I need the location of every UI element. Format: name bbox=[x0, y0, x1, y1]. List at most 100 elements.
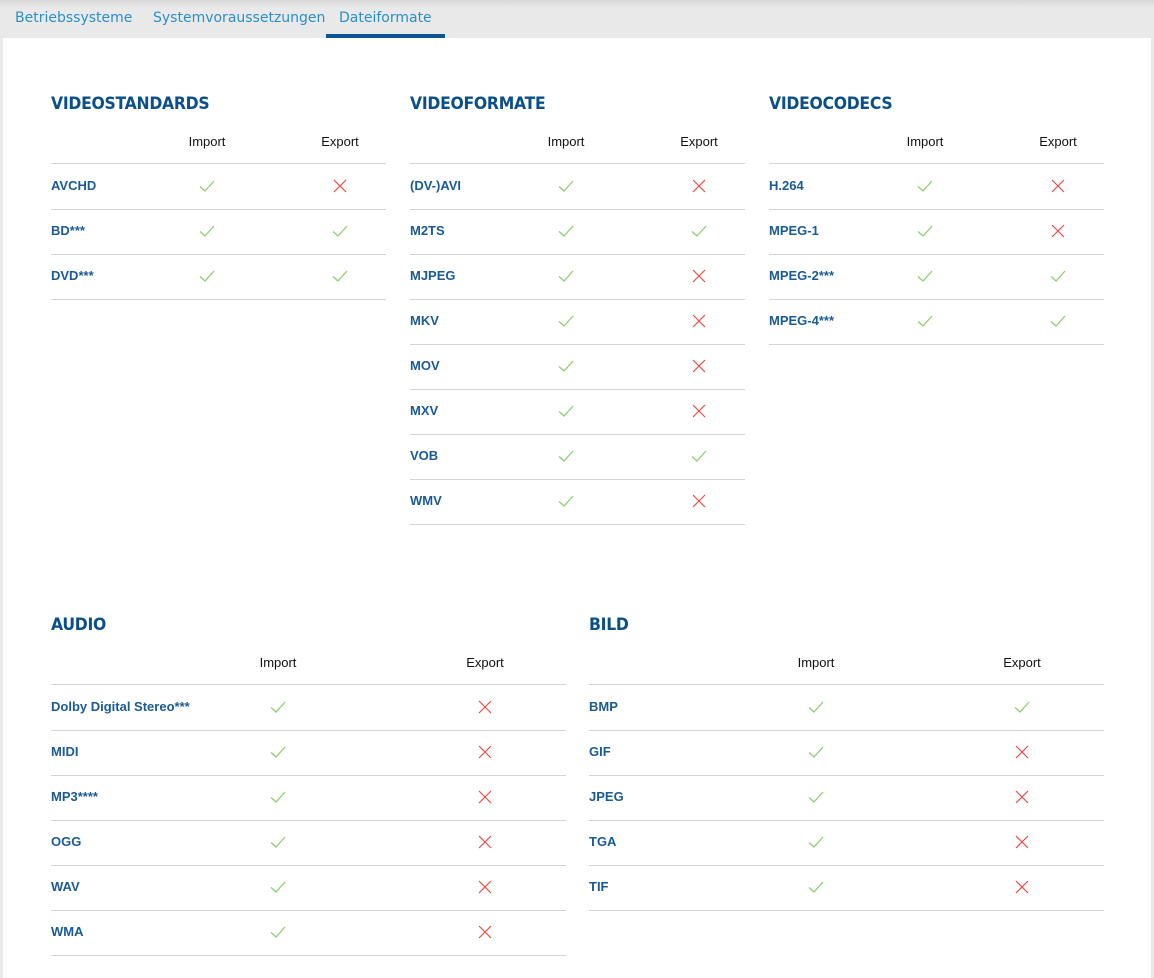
check-icon bbox=[807, 698, 825, 716]
tab-bar: Betriebssysteme Systemvoraussetzungen Da… bbox=[0, 0, 1154, 38]
table-row: OGG bbox=[51, 820, 566, 866]
table-row: WAV bbox=[51, 865, 566, 911]
check-icon bbox=[807, 788, 825, 806]
table-row: (DV-)AVI bbox=[410, 164, 745, 210]
table-row: MPEG-2*** bbox=[769, 254, 1104, 300]
cross-icon bbox=[690, 402, 708, 420]
table-row: TIF bbox=[589, 865, 1104, 911]
check-icon bbox=[1049, 267, 1067, 285]
cross-icon bbox=[476, 878, 494, 896]
tab-betriebssysteme[interactable]: Betriebssysteme bbox=[15, 10, 133, 26]
format-name: TGA bbox=[589, 834, 617, 849]
format-name: MPEG-1 bbox=[769, 223, 819, 238]
table-title: AUDIO bbox=[51, 615, 107, 635]
format-name: MOV bbox=[410, 358, 440, 373]
table-row: MPEG-4*** bbox=[769, 299, 1104, 345]
check-icon bbox=[807, 743, 825, 761]
format-name: WMA bbox=[51, 924, 84, 939]
check-icon bbox=[557, 177, 575, 195]
check-icon bbox=[198, 267, 216, 285]
format-name: MKV bbox=[410, 313, 439, 328]
format-name: GIF bbox=[589, 744, 611, 759]
cross-icon bbox=[690, 267, 708, 285]
cross-icon bbox=[1013, 788, 1031, 806]
cross-icon bbox=[476, 788, 494, 806]
format-name: MIDI bbox=[51, 744, 79, 759]
table-row: MKV bbox=[410, 299, 745, 345]
table-header: Import Export bbox=[410, 134, 745, 154]
table-row: MJPEG bbox=[410, 254, 745, 300]
check-icon bbox=[1013, 698, 1031, 716]
import-header: Import bbox=[906, 134, 944, 149]
cross-icon bbox=[476, 923, 494, 941]
cross-icon bbox=[476, 698, 494, 716]
table-row: MPEG-1 bbox=[769, 209, 1104, 255]
content-panel bbox=[3, 38, 1151, 978]
format-name: MJPEG bbox=[410, 268, 456, 283]
check-icon bbox=[269, 698, 287, 716]
check-icon bbox=[557, 447, 575, 465]
check-icon bbox=[916, 267, 934, 285]
cross-icon bbox=[1013, 878, 1031, 896]
export-header: Export bbox=[680, 134, 718, 149]
format-name: JPEG bbox=[589, 789, 624, 804]
check-icon bbox=[916, 222, 934, 240]
check-icon bbox=[557, 222, 575, 240]
cross-icon bbox=[476, 743, 494, 761]
table-row: GIF bbox=[589, 730, 1104, 776]
table-row: H.264 bbox=[769, 164, 1104, 210]
table-row: TGA bbox=[589, 820, 1104, 866]
check-icon bbox=[557, 267, 575, 285]
cross-icon bbox=[1049, 222, 1067, 240]
check-icon bbox=[269, 788, 287, 806]
table-header: Import Export bbox=[51, 134, 386, 154]
format-name: MPEG-4*** bbox=[769, 313, 835, 328]
header-divider bbox=[769, 163, 1104, 164]
table-row: WMV bbox=[410, 479, 745, 525]
check-icon bbox=[269, 878, 287, 896]
tab-dateiformate[interactable]: Dateiformate bbox=[326, 10, 445, 38]
cross-icon bbox=[1013, 743, 1031, 761]
table-row: AVCHD bbox=[51, 164, 386, 210]
table-header: Import Export bbox=[51, 655, 566, 675]
cross-icon bbox=[690, 492, 708, 510]
format-name: MP3**** bbox=[51, 789, 98, 804]
format-name: MPEG-2*** bbox=[769, 268, 835, 283]
header-divider bbox=[410, 163, 745, 164]
format-name: H.264 bbox=[769, 178, 804, 193]
check-icon bbox=[331, 222, 349, 240]
import-header: Import bbox=[259, 655, 297, 670]
table-row: JPEG bbox=[589, 775, 1104, 821]
tab-systemvoraussetzungen[interactable]: Systemvoraussetzungen bbox=[153, 10, 326, 26]
check-icon bbox=[690, 447, 708, 465]
format-name: BMP bbox=[589, 699, 618, 714]
table-row: MXV bbox=[410, 389, 745, 435]
table-row: MIDI bbox=[51, 730, 566, 776]
header-divider bbox=[589, 684, 1104, 685]
check-icon bbox=[269, 743, 287, 761]
check-icon bbox=[916, 177, 934, 195]
format-name: M2TS bbox=[410, 223, 445, 238]
check-icon bbox=[331, 267, 349, 285]
table-row: VOB bbox=[410, 434, 745, 480]
check-icon bbox=[690, 222, 708, 240]
check-icon bbox=[1049, 312, 1067, 330]
table-row: MP3**** bbox=[51, 775, 566, 821]
table-row: MOV bbox=[410, 344, 745, 390]
check-icon bbox=[557, 357, 575, 375]
format-name: AVCHD bbox=[51, 178, 97, 193]
header-divider bbox=[51, 684, 566, 685]
table-row: BMP bbox=[589, 685, 1104, 731]
table-row: M2TS bbox=[410, 209, 745, 255]
table-row: Dolby Digital Stereo*** bbox=[51, 685, 566, 731]
check-icon bbox=[198, 222, 216, 240]
check-icon bbox=[557, 402, 575, 420]
import-header: Import bbox=[797, 655, 835, 670]
cross-icon bbox=[1013, 833, 1031, 851]
format-name: MXV bbox=[410, 403, 439, 418]
check-icon bbox=[269, 833, 287, 851]
export-header: Export bbox=[466, 655, 504, 670]
cross-icon bbox=[690, 357, 708, 375]
table-row: DVD*** bbox=[51, 254, 386, 300]
table-row: WMA bbox=[51, 910, 566, 956]
